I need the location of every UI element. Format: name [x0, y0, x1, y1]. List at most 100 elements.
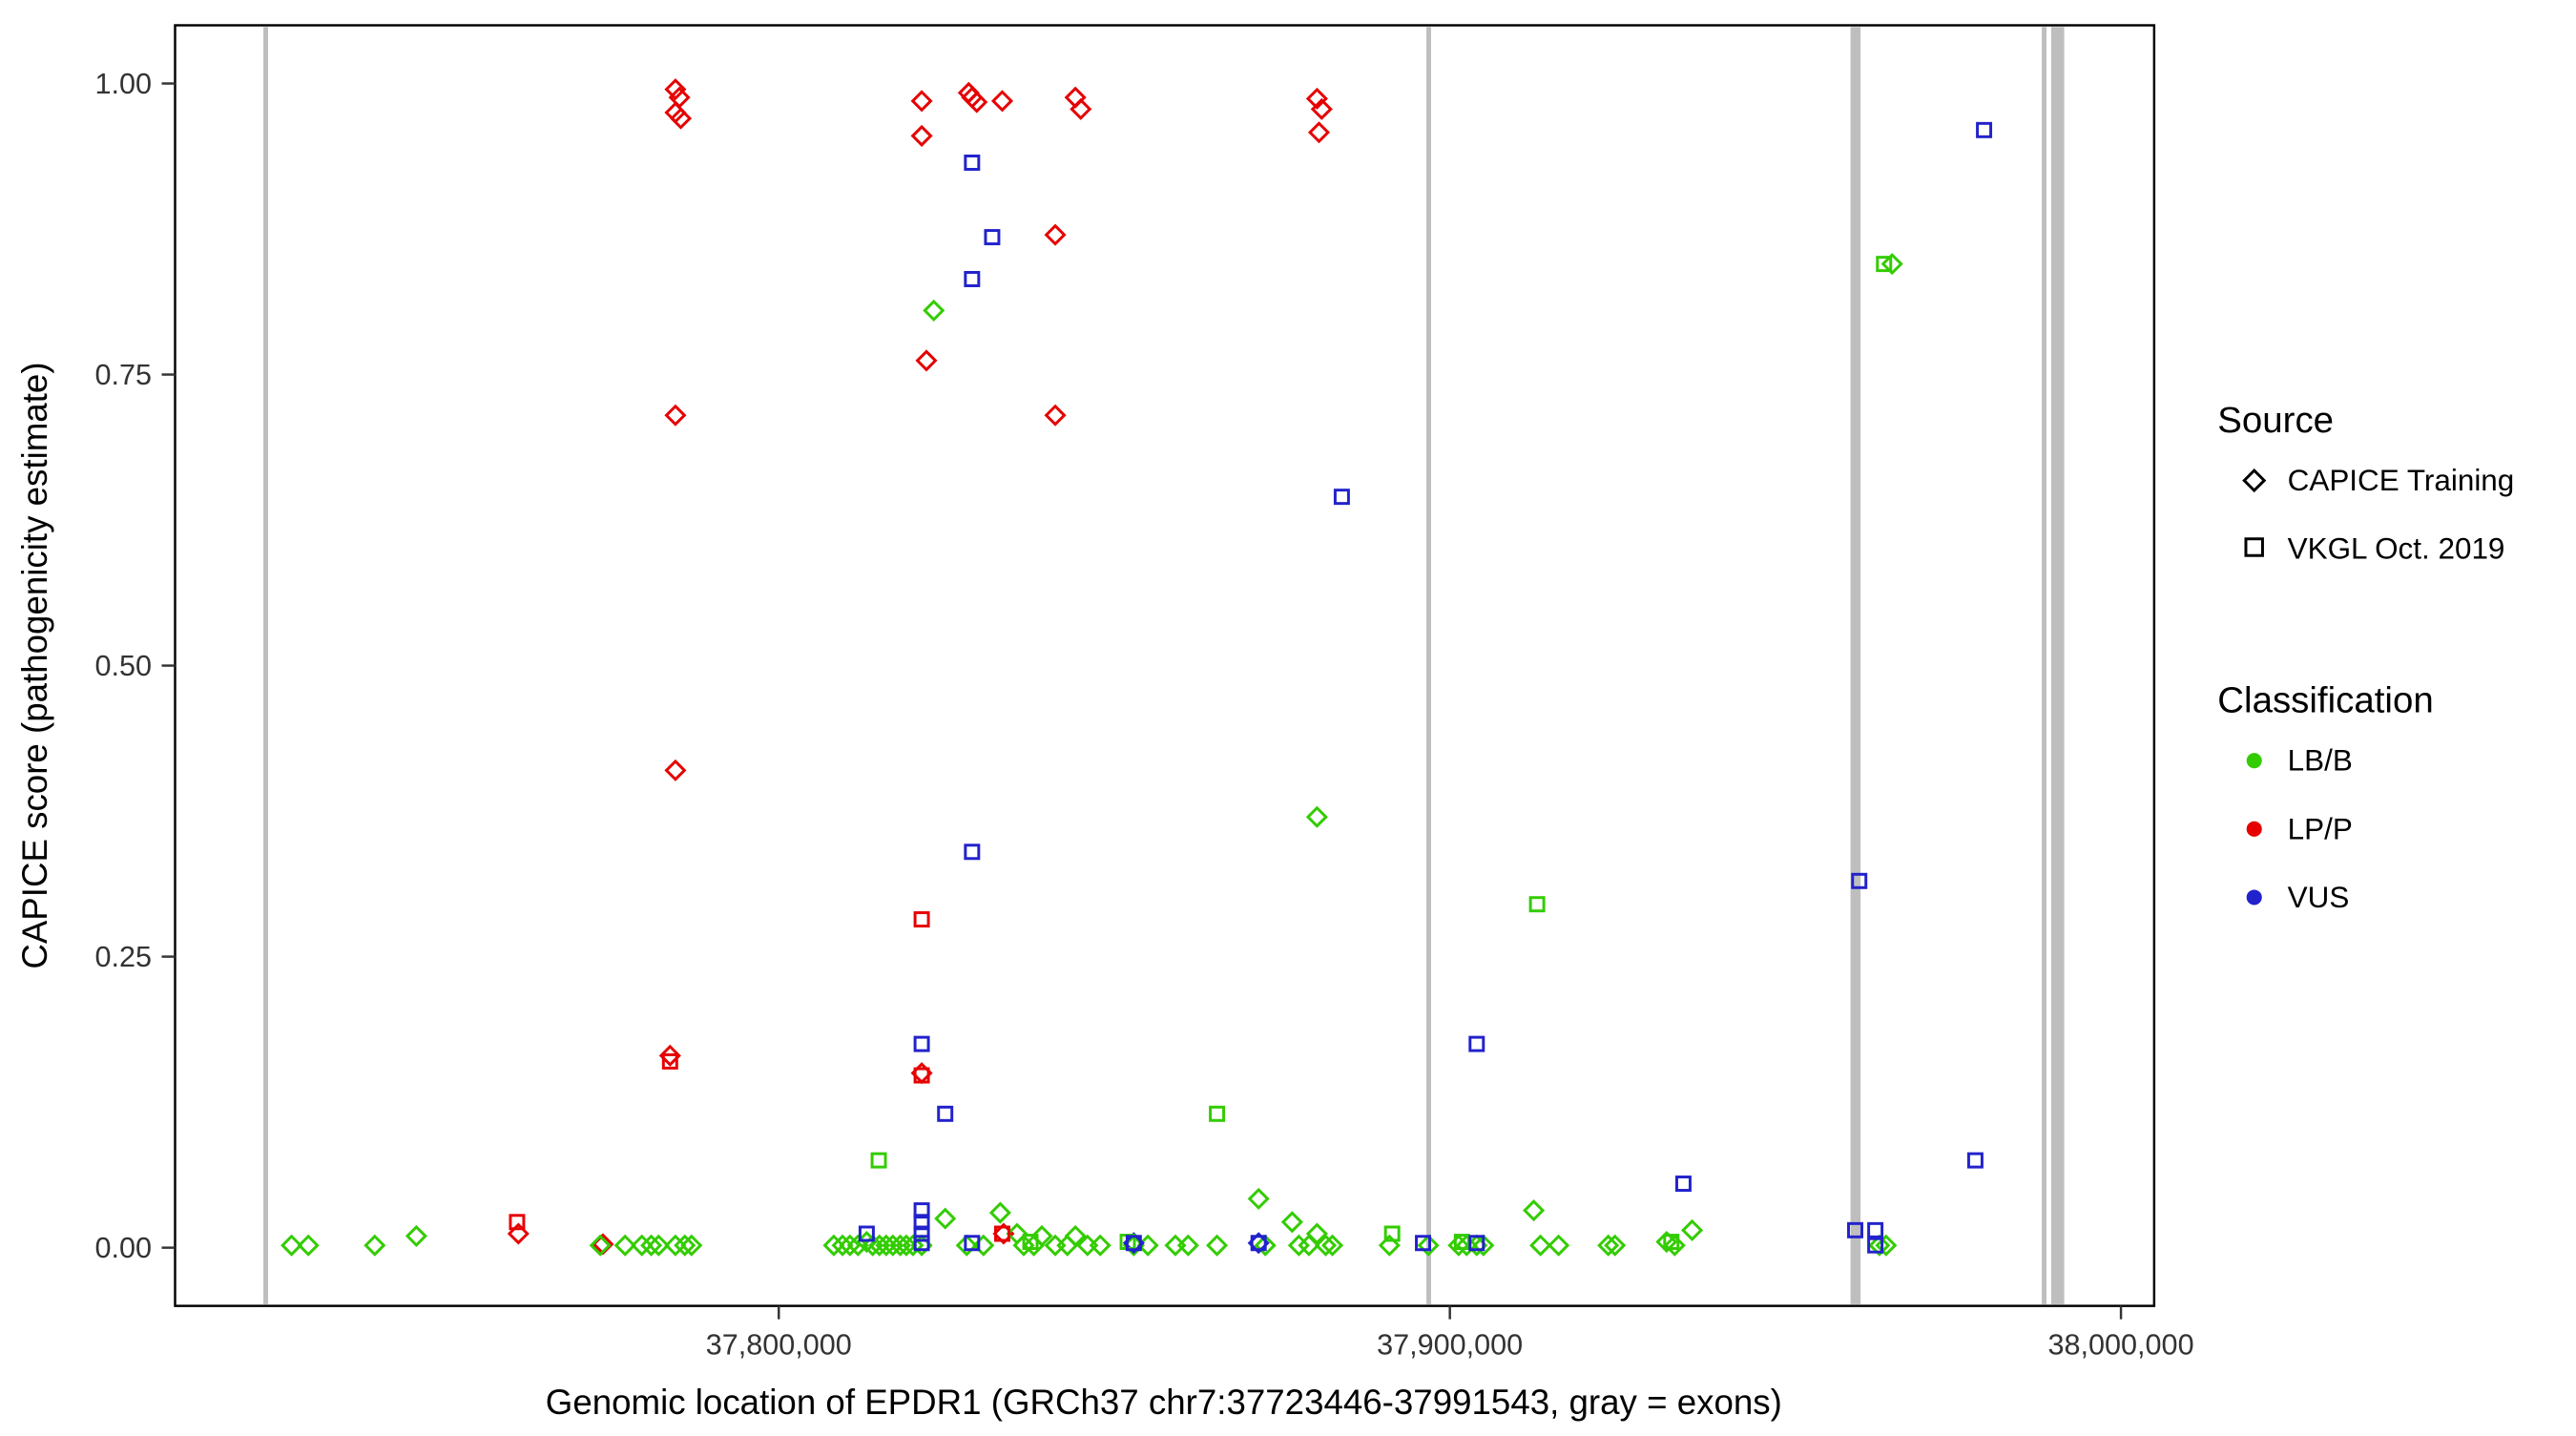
data-point	[631, 1234, 654, 1257]
data-point	[680, 1234, 703, 1257]
data-point	[913, 1202, 930, 1219]
data-point	[923, 299, 945, 322]
data-point	[507, 1222, 530, 1245]
data-point	[1247, 1187, 1270, 1210]
data-point	[1250, 1235, 1267, 1252]
data-point	[658, 1044, 681, 1067]
data-point	[405, 1224, 427, 1247]
data-point	[1663, 1234, 1680, 1251]
data-point	[1383, 1225, 1401, 1242]
data-point	[984, 229, 1001, 246]
data-point	[1868, 1234, 1891, 1257]
data-point	[858, 1225, 875, 1242]
legend-classification-title: Classification	[2217, 680, 2433, 721]
data-point	[1305, 1222, 1328, 1245]
data-point	[1847, 1221, 1863, 1238]
plot-panel	[174, 24, 2156, 1307]
data-point	[1453, 1234, 1470, 1251]
data-point	[1966, 1152, 1984, 1169]
data-point	[1314, 1234, 1338, 1257]
data-point	[640, 1234, 663, 1257]
data-point	[1468, 1235, 1485, 1252]
data-point	[1305, 87, 1328, 110]
y-axis-title: CAPICE score (pathogenicity estimate)	[15, 362, 54, 968]
data-point	[915, 349, 938, 372]
data-point	[1597, 1234, 1620, 1257]
data-point	[670, 107, 693, 130]
data-point	[664, 404, 687, 427]
data-point	[647, 1234, 670, 1257]
data-point	[1310, 97, 1333, 120]
data-point	[1604, 1234, 1627, 1257]
data-point	[1030, 1224, 1053, 1247]
data-point	[988, 1201, 1011, 1224]
legend-source-title: Source	[2217, 400, 2334, 441]
legend-classification-item-lbb: LB/B	[2288, 744, 2353, 778]
data-point	[1209, 1105, 1226, 1122]
data-point	[674, 1234, 696, 1257]
data-point	[1663, 1234, 1686, 1257]
axis-ticks-layer: 37,800,000 37,900,000 38,000,000 0.00 0.25 0.…	[95, 68, 2194, 1361]
legend-source-item-vkgl: VKGL Oct. 2019	[2288, 532, 2505, 566]
data-point	[1333, 489, 1350, 506]
data-point	[1529, 1234, 1552, 1257]
data-point	[822, 1234, 845, 1257]
lbb-color-dot-icon	[2246, 753, 2262, 769]
legend-classification: Classification LB/B LP/P VUS	[2217, 680, 2433, 914]
data-point	[966, 91, 988, 114]
data-point	[1176, 1234, 1199, 1257]
data-point	[910, 90, 933, 113]
lpp-color-dot-icon	[2246, 821, 2262, 837]
exon-band	[1426, 27, 1431, 1304]
y-tick-label: 0.00	[95, 1232, 153, 1264]
data-point	[1548, 1234, 1570, 1257]
x-axis-title: Genomic location of EPDR1 (GRCh37 chr7:3…	[546, 1383, 1782, 1422]
data-point	[1867, 1237, 1884, 1254]
y-tick-label: 0.75	[95, 359, 153, 391]
data-point	[994, 1225, 1010, 1242]
y-tick-label: 0.50	[95, 650, 153, 682]
data-point	[1378, 1234, 1401, 1257]
data-point	[664, 1234, 687, 1257]
data-point	[509, 1214, 526, 1231]
legend-source: Source CAPICE Training VKGL Oct. 2019	[2217, 400, 2514, 566]
data-point	[1876, 256, 1893, 273]
data-point	[913, 1035, 930, 1052]
data-point	[589, 1234, 612, 1257]
data-point	[910, 124, 933, 147]
data-point	[1681, 1218, 1704, 1241]
data-point	[1528, 896, 1546, 913]
data-point	[1867, 1221, 1884, 1238]
data-point	[1305, 805, 1328, 828]
data-point	[875, 1234, 898, 1257]
data-point	[661, 1052, 678, 1070]
exon-band	[1850, 27, 1861, 1304]
data-point	[964, 1235, 981, 1252]
data-point	[1523, 1199, 1546, 1222]
data-point	[913, 1214, 930, 1231]
data-point	[1976, 121, 1993, 138]
data-point	[297, 1234, 320, 1257]
data-point	[1880, 253, 1903, 276]
data-point	[364, 1234, 386, 1257]
exon-band	[2050, 27, 2065, 1304]
data-points-layer	[280, 78, 1993, 1257]
diamond-legend-icon	[2242, 468, 2267, 493]
x-tick-label: 37,900,000	[1377, 1328, 1523, 1361]
data-point	[964, 271, 981, 287]
data-point	[913, 1067, 930, 1084]
data-point	[1125, 1235, 1142, 1252]
data-point	[902, 1234, 924, 1257]
data-point	[831, 1234, 854, 1257]
data-point	[1089, 1234, 1111, 1257]
data-point	[964, 843, 981, 861]
data-point	[1044, 223, 1067, 246]
legend-classification-item-vus: VUS	[2288, 881, 2350, 914]
y-tick-label: 1.00	[95, 68, 153, 100]
data-point	[664, 78, 687, 101]
exon-bands-layer	[263, 27, 2065, 1304]
exon-band	[2042, 27, 2046, 1304]
data-point	[1415, 1235, 1432, 1252]
